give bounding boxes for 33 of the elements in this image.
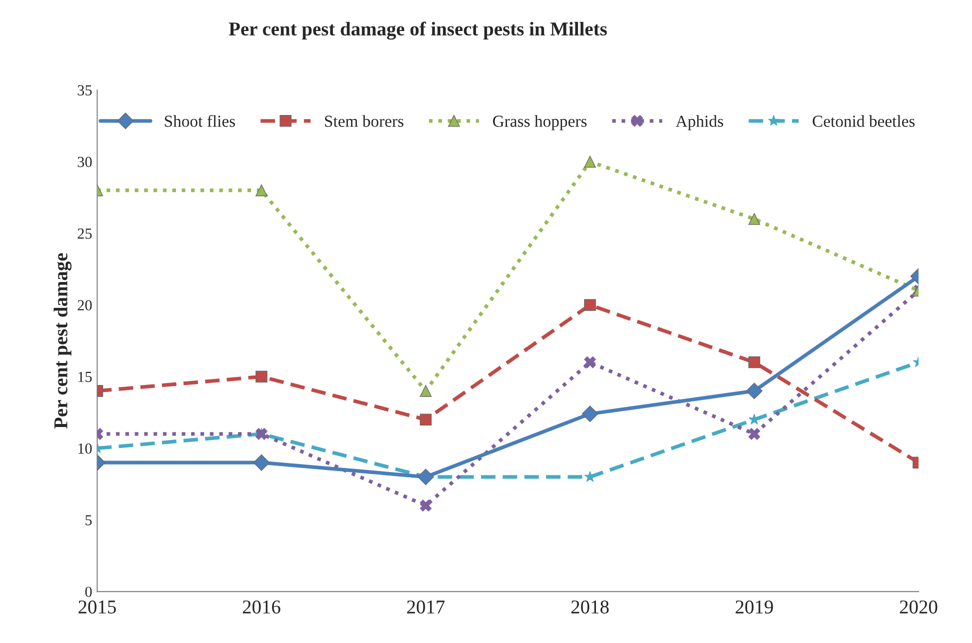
point: [584, 356, 596, 368]
x-tick-label: 2015: [78, 600, 116, 614]
y-tick-label: 20: [78, 300, 92, 310]
y-tick-label: 35: [78, 85, 92, 96]
legend-label: Aphids: [676, 115, 724, 130]
x-tick-label: 2017: [407, 600, 445, 614]
legend-label: Shoot flies: [164, 114, 235, 127]
y-tick-label: 30: [78, 156, 92, 168]
point: [748, 428, 760, 440]
legend-label: Grass hoppers: [493, 115, 587, 130]
point: [584, 299, 596, 311]
point: [748, 356, 760, 368]
y-tick-label: 5: [86, 515, 92, 526]
y-axis-title: Per cent pest damage: [54, 253, 72, 429]
point: [420, 500, 432, 512]
x-tick-label: 2019: [736, 600, 773, 614]
y-tick-label: 0: [85, 586, 92, 598]
point: [420, 414, 432, 426]
point: [748, 213, 760, 225]
chart-title: Per cent pest damage of insect pests in Millets: [228, 22, 607, 40]
legend-label: Stem borers: [325, 115, 404, 127]
x-tick-label: 2016: [242, 600, 280, 614]
point: [746, 382, 762, 400]
point: [582, 406, 598, 422]
x-tick-label: 2018: [571, 600, 609, 614]
point: [584, 156, 596, 168]
point: [420, 385, 432, 397]
y-tick-label: 25: [78, 228, 92, 239]
y-tick-label: 15: [78, 372, 92, 382]
y-tick-label: 10: [78, 443, 92, 454]
legend-label: Cetonid beetles: [812, 115, 915, 127]
point: [418, 468, 434, 486]
x-tick-label: 2020: [900, 600, 938, 614]
